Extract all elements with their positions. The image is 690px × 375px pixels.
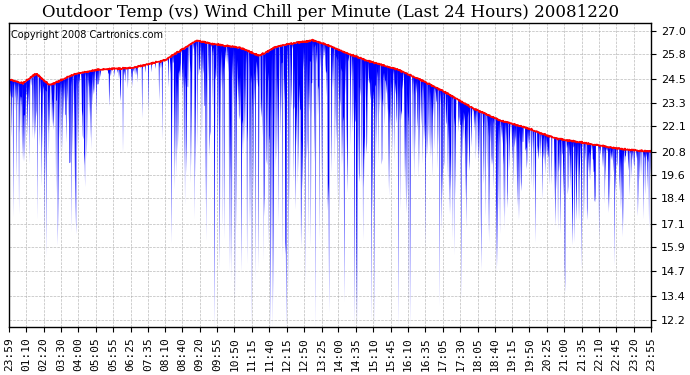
- Title: Outdoor Temp (vs) Wind Chill per Minute (Last 24 Hours) 20081220: Outdoor Temp (vs) Wind Chill per Minute …: [41, 4, 619, 21]
- Text: Copyright 2008 Cartronics.com: Copyright 2008 Cartronics.com: [11, 30, 163, 40]
